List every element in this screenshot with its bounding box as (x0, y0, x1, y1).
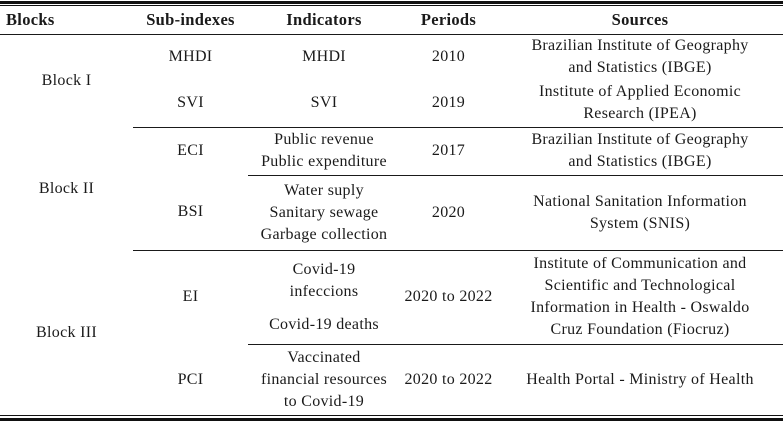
pci-source-cell: Health Portal - Ministry of Health (497, 344, 783, 415)
eci-period-cell: 2017 (400, 127, 497, 176)
bsi-source-cell: National Sanitation Information System (… (497, 175, 783, 251)
table-row-svi: SVI SVI 2019 Institute of Applied Econom… (0, 80, 783, 128)
source-line: Institute of Communication and (533, 255, 747, 272)
source-line: and Statistics (IBGE) (568, 153, 712, 170)
eci-indicator-cell: Public revenue Public expenditure (248, 127, 400, 176)
mhdi-sub-index-cell: MHDI (168, 48, 213, 66)
indicator-line: SVI (310, 94, 338, 112)
source-line: Health Portal - Ministry of Health (526, 370, 754, 388)
indicator-line: Covid-19 (292, 260, 356, 278)
table-row-pci: PCI Vaccinated financial resources to Co… (0, 344, 783, 415)
bsi-indicator-cell: Water suply Sanitary sewage Garbage coll… (248, 175, 400, 251)
ei-sub-index-cell: EI (182, 288, 199, 306)
eci-sub-index-cell: ECI (177, 142, 204, 160)
indicator-line: Vaccinated (287, 348, 361, 366)
source-line: Brazilian Institute of Geography (531, 37, 749, 55)
table-top-thick-rule (0, 1, 783, 4)
pci-indicator-cell: Vaccinated financial resources to Covid-… (248, 344, 400, 415)
ei-indicator-cell: Covid-19 infeccions Covid-19 deaths (248, 250, 400, 345)
header-row: Blocks Sub-indexes Indicators Periods So… (0, 6, 783, 35)
source-line: System (SNIS) (589, 214, 691, 232)
indicator-line: MHDI (302, 48, 346, 66)
indicator-line: Garbage collection (260, 225, 388, 243)
table-bottom-thick-rule (0, 418, 783, 421)
pci-sub-index-cell: PCI (177, 370, 204, 388)
block-i-label-cell: Block I (41, 71, 92, 89)
source-line: Research (IPEA) (583, 105, 697, 123)
period-value: 2020 to 2022 (404, 370, 493, 388)
indicator-line: financial resources (260, 370, 388, 388)
source-line: Institute of Applied Economic (539, 83, 741, 101)
mhdi-period-cell: 2010 (431, 48, 466, 66)
pci-period-cell: 2020 to 2022 (400, 344, 497, 415)
source-line: National Sanitation Information (533, 192, 747, 210)
table-row-eci: Block II ECI Public revenue Public expen… (0, 127, 783, 197)
table-row-ei: Block III EI Covid-19 infeccions Covid-1… (0, 250, 783, 345)
source-line: Cruz Foundation (Fiocruz) (550, 321, 730, 338)
eci-source-cell: Brazilian Institute of Geography and Sta… (497, 127, 783, 176)
ei-period-cell: 2020 to 2022 (400, 250, 497, 345)
column-header-sources: Sources (497, 6, 783, 35)
table-body: Block I MHDI MHDI 2010 Brazilian Institu… (0, 34, 783, 415)
svi-source-cell: Institute of Applied Economic Research (… (497, 80, 783, 128)
table-bottom-thin-rule (0, 415, 783, 416)
source-line: Scientific and Technological (544, 277, 736, 294)
source-line: and Statistics (IBGE) (568, 59, 712, 77)
indicator-line: Public expenditure (261, 153, 387, 170)
indicator-line: Public revenue (274, 131, 374, 148)
indicator-line: Water suply (284, 181, 364, 199)
svi-period-cell: 2019 (400, 80, 497, 128)
svi-sub-index-cell: SVI (133, 80, 248, 128)
column-header-periods: Periods (400, 6, 497, 35)
indicator-line: Sanitary sewage (269, 203, 379, 221)
table-row-bsi: BSI Water suply Sanitary sewage Garbage … (0, 175, 783, 251)
svi-indicator-cell: SVI (248, 80, 400, 128)
indicator-line: Covid-19 deaths (269, 315, 379, 333)
column-header-indicators: Indicators (248, 6, 400, 35)
bsi-period-cell: 2020 (400, 175, 497, 251)
bsi-sub-index-cell: BSI (133, 175, 248, 251)
mhdi-source-cell: Brazilian Institute of Geography and Sta… (497, 34, 783, 80)
indicator-line: infeccions (289, 282, 359, 300)
source-line: Brazilian Institute of Geography (531, 131, 749, 148)
indicators-sources-table: Blocks Sub-indexes Indicators Periods So… (0, 6, 783, 415)
block-iii-label-cell: Block III (36, 323, 97, 341)
period-value: 2020 to 2022 (404, 288, 493, 305)
mhdi-indicator-cell: MHDI (248, 34, 400, 80)
ei-source-cell: Institute of Communication and Scientifi… (497, 250, 783, 345)
source-line: Information in Health - Oswaldo (530, 299, 750, 316)
column-header-blocks: Blocks (0, 6, 133, 35)
indicator-line: to Covid-19 (283, 392, 365, 410)
table-top-thin-rule (0, 5, 783, 6)
block-ii-label-cell: Block II (38, 179, 95, 197)
table-header: Blocks Sub-indexes Indicators Periods So… (0, 6, 783, 35)
table-row-mhdi: Block I MHDI MHDI 2010 Brazilian Institu… (0, 34, 783, 89)
column-header-sub-indexes: Sub-indexes (133, 6, 248, 35)
